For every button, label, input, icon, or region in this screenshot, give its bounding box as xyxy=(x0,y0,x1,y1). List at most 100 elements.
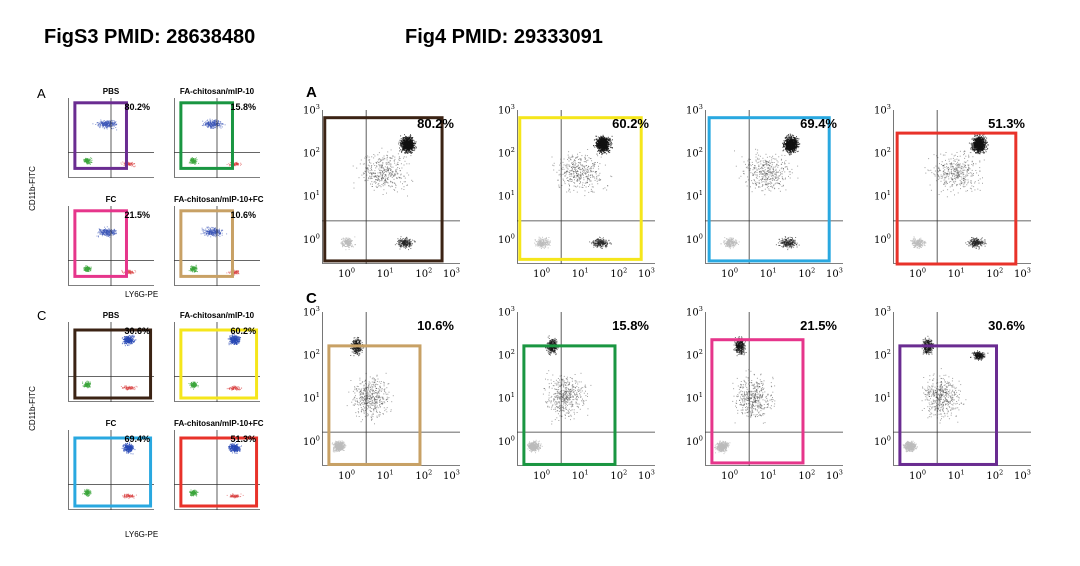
figs3-plot-0-gate-frame xyxy=(73,101,128,170)
fig4-a-plot-3-events xyxy=(910,133,989,250)
fig4-c-plot-2: 103 102 101 100 100 101 102 103 21.5% xyxy=(686,305,843,482)
figs3-plot-7-percentage: 51.3% xyxy=(230,434,256,444)
figs3-plot-4-axes xyxy=(68,322,154,402)
figs3-plot-0: 80.2% PBS xyxy=(68,87,154,178)
fig4-a-plot-3-percentage: 51.3% xyxy=(988,116,1025,131)
figs3-plot-0-title: PBS xyxy=(102,87,120,96)
figs3-plot-2-quadrant-lines xyxy=(68,206,154,286)
figs3-plot-5-axes xyxy=(174,322,260,402)
fig4-panel-a-label: A xyxy=(306,84,317,101)
fig4-c-plot-3-quadrant-lines xyxy=(893,312,1031,466)
figs3-plot-1-percentage: 15.8% xyxy=(230,102,256,112)
figs3-plot-2-title: FC xyxy=(105,195,117,204)
fig4-c-plot-0-quadrant-lines xyxy=(322,312,460,466)
figs3-plot-5-quadrant-lines xyxy=(174,322,260,402)
fig4-c-plot-2-axes xyxy=(705,312,843,466)
figs3-plot-7-title: FA-chitosan/mIP-10+FC xyxy=(174,419,264,428)
figs3-plot-7-axes xyxy=(174,430,260,510)
fig4-c-plot-3: 103 102 101 100 100 101 102 103 30.6% xyxy=(874,305,1031,482)
figs3-plot-0-percentage: 80.2% xyxy=(124,102,150,112)
figs3-a-x-axis-label: LY6G-PE xyxy=(125,290,159,299)
figs3-plot-4: 30.6% PBS xyxy=(68,311,154,402)
figs3-plot-5-title: FA-chitosan/mIP-10 xyxy=(179,311,255,320)
fig4-c-plot-0-gate-frame xyxy=(327,344,422,466)
fig4-c-plot-3-events xyxy=(902,335,989,453)
fig4-a-plot-0-quadrant-lines xyxy=(322,110,460,264)
fig4-c-plot-1-gate-frame xyxy=(522,344,617,466)
figs3-plot-1-svg xyxy=(174,98,260,178)
figs3-c-x-axis-label: LY6G-PE xyxy=(125,530,159,539)
figs3-plot-6-axes xyxy=(68,430,154,510)
figs3-plot-6-percentage: 69.4% xyxy=(124,434,150,444)
fig4-a-plot-0-percentage: 80.2% xyxy=(417,116,454,131)
figs3-plot-1-quadrant-lines xyxy=(174,98,260,178)
figs3-plot-7-gate-frame xyxy=(179,436,259,508)
fig4-a-plot-2-percentage: 69.4% xyxy=(800,116,837,131)
figs3-plot-1-title: FA-chitosan/mIP-10 xyxy=(179,87,255,96)
fig4-panel-c-label: C xyxy=(306,290,317,307)
figs3-plot-6: 69.4% FC xyxy=(68,419,154,510)
figs3-plot-6-title: FC xyxy=(105,419,117,428)
fig4-a-plot-2-quadrant-lines xyxy=(705,110,843,264)
figs3-plot-4-events xyxy=(82,334,138,391)
figs3-plot-7: 51.3% FA-chitosan/mIP-10+FC xyxy=(174,419,264,510)
figs3-plot-1-gate-frame xyxy=(179,101,234,170)
fig4-a-plot-1: 103 102 101 100 100 101 102 103 60.2% xyxy=(498,103,655,280)
figs3-plot-6-gate-frame xyxy=(73,436,153,508)
figs3-plot-2-svg xyxy=(68,206,154,286)
figs3-panel-a-label: A xyxy=(37,86,46,101)
right-figure-title: Fig4 PMID: 29333091 xyxy=(405,26,603,48)
figs3-plot-5-gate-frame xyxy=(179,328,259,400)
figs3-plot-2-gate-frame xyxy=(73,209,128,278)
figs3-plot-4-quadrant-lines xyxy=(68,322,154,402)
figs3-plot-7-events xyxy=(189,442,244,499)
figs3-plot-2: 21.5% FC xyxy=(68,195,154,286)
figs3-plot-6-events xyxy=(82,442,137,499)
fig4-a-plot-2: 103 102 101 100 100 101 102 103 69.4% xyxy=(686,103,843,280)
figs3-plot-0-axes xyxy=(68,98,154,178)
figs3-plot-0-quadrant-lines xyxy=(68,98,154,178)
figs3-panel-c-label: C xyxy=(37,308,47,323)
fig4-a-plot-3: 103 102 101 100 100 101 102 103 51.3% xyxy=(874,103,1031,280)
fig4-c-plot-2-percentage: 21.5% xyxy=(800,318,837,333)
fig4-a-plot-2-events xyxy=(720,133,801,251)
fig4-a-plot-1-gate-frame xyxy=(518,116,643,261)
figs3-plot-5: 60.2% FA-chitosan/mIP-10 xyxy=(174,311,260,402)
figs3-plot-3-svg xyxy=(174,206,260,286)
figs3-plot-4-percentage: 30.6% xyxy=(124,326,150,336)
fig4-a-plot-1-percentage: 60.2% xyxy=(612,116,649,131)
figs3-plot-3-gate-frame xyxy=(179,209,234,278)
figs3-plot-3-axes xyxy=(174,206,260,286)
fig4-c-plot-3-percentage: 30.6% xyxy=(988,318,1025,333)
figs3-plot-3-quadrant-lines xyxy=(174,206,260,286)
figs3-plot-5-percentage: 60.2% xyxy=(230,326,256,336)
fig4-a-plot-1-axes xyxy=(517,110,655,264)
fig4-c-plot-1-axes xyxy=(517,312,655,466)
figs3-plot-3: 10.6% FA-chitosan/mIP-10+FC xyxy=(174,195,264,286)
fig4-a-plot-2-axes xyxy=(705,110,843,264)
fig4-a-plot-2-gate-frame xyxy=(707,116,831,263)
fig4-a-plot-1-quadrant-lines xyxy=(517,110,655,264)
figs3-plot-7-svg xyxy=(174,430,260,510)
figs3-plot-4-gate-frame xyxy=(73,328,153,400)
fig4-c-plot-3-gate-frame xyxy=(898,344,998,466)
figs3-plot-1: 15.8% FA-chitosan/mIP-10 xyxy=(174,87,260,178)
fig4-c-plot-0-percentage: 10.6% xyxy=(417,318,454,333)
fig4-a-plot-1-events xyxy=(534,134,613,249)
left-figure-title: FigS3 PMID: 28638480 xyxy=(44,26,256,48)
figs3-plot-4-title: PBS xyxy=(102,311,120,320)
fig4-c-plot-2-events xyxy=(714,336,776,455)
